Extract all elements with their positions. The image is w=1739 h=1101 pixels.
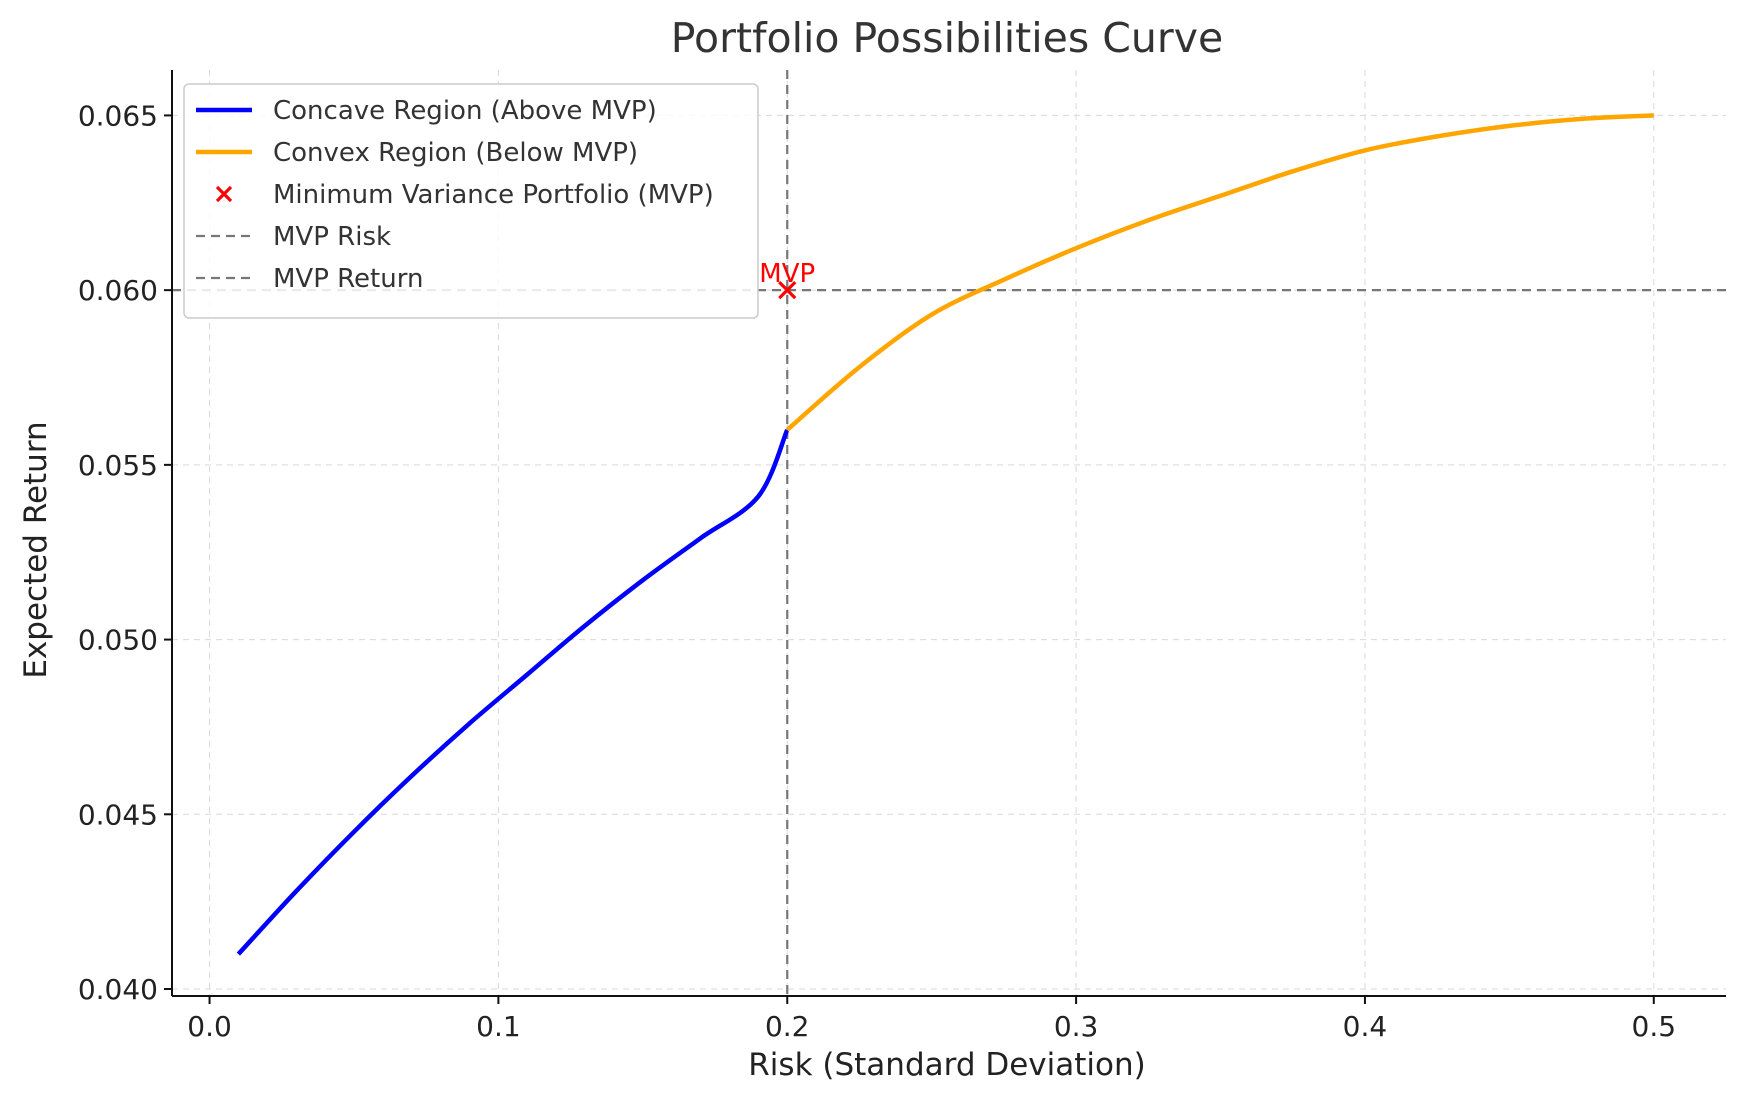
y-tick-label: 0.045 <box>78 798 158 831</box>
legend: Concave Region (Above MVP) Convex Region … <box>183 83 759 319</box>
y-tick-label: 0.050 <box>78 624 158 657</box>
mvp-marker-stroke <box>778 281 797 300</box>
legend-entry: Concave Region (Above MVP) <box>196 96 657 126</box>
legend-entry: MVP Return <box>196 264 423 294</box>
legend-label: Minimum Variance Portfolio (MVP) <box>273 180 714 210</box>
series-lines <box>236 113 1654 956</box>
x-tick-label: 0.1 <box>476 1010 521 1043</box>
legend-label: MVP Return <box>273 264 423 294</box>
series-line-concave <box>236 429 790 956</box>
axes <box>171 70 1726 997</box>
ticks: 0.0 0.1 0.2 0.3 0.4 0.5 0.040 0.045 0.050 0.055 0.… <box>78 99 1676 1043</box>
legend-label: Convex Region (Below MVP) <box>273 138 638 168</box>
legend-label: Concave Region (Above MVP) <box>273 96 657 126</box>
x-tick-label: 0.2 <box>765 1010 810 1043</box>
mvp-marker <box>778 281 797 300</box>
legend-box <box>183 83 759 319</box>
y-axis-label: Expected Return <box>18 421 54 678</box>
x-tick-label: 0.4 <box>1343 1010 1388 1043</box>
x-axis-label: Risk (Standard Deviation) <box>748 1047 1145 1083</box>
series-line-convex <box>785 113 1654 432</box>
x-tick-label: 0.0 <box>187 1010 232 1043</box>
chart-title: Portfolio Possibilities Curve <box>671 14 1223 62</box>
legend-swatch <box>215 185 233 203</box>
annotation-label: MVP <box>759 259 815 289</box>
x-tick-label: 0.5 <box>1632 1010 1677 1043</box>
legend-label: MVP Risk <box>273 222 391 252</box>
x-tick-label: 0.3 <box>1054 1010 1099 1043</box>
y-tick-label: 0.060 <box>78 274 158 307</box>
markers: MVP <box>759 259 815 300</box>
y-tick-label: 0.065 <box>78 99 158 132</box>
y-tick-label: 0.040 <box>78 973 158 1006</box>
y-tick-label: 0.055 <box>78 449 158 482</box>
legend-entry: Minimum Variance Portfolio (MVP) <box>215 180 714 210</box>
legend-entry: Convex Region (Below MVP) <box>196 138 638 168</box>
legend-entry: MVP Risk <box>196 222 391 252</box>
